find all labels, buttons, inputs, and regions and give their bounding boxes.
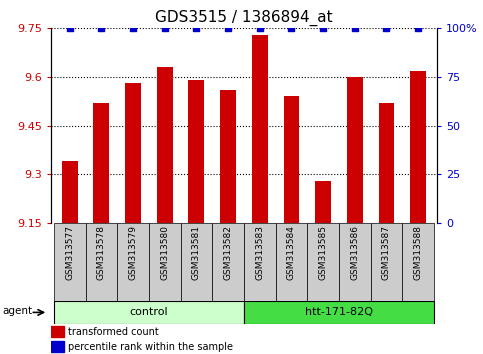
Bar [244, 301, 434, 324]
Bar [85, 223, 117, 301]
Bar [307, 223, 339, 301]
Point [224, 25, 232, 31]
Bar [370, 223, 402, 301]
Text: GSM313581: GSM313581 [192, 225, 201, 280]
Point [256, 25, 264, 31]
Bar [54, 223, 85, 301]
Bar [402, 223, 434, 301]
Text: GSM313585: GSM313585 [319, 225, 327, 280]
Text: GSM313588: GSM313588 [413, 225, 423, 280]
Text: GSM313578: GSM313578 [97, 225, 106, 280]
Text: control: control [129, 307, 168, 318]
Bar [339, 223, 370, 301]
Text: GSM313583: GSM313583 [255, 225, 264, 280]
Text: percentile rank within the sample: percentile rank within the sample [68, 342, 233, 352]
Point [129, 25, 137, 31]
Bar [157, 67, 172, 223]
Bar [220, 90, 236, 223]
Bar [347, 77, 363, 223]
Point [319, 25, 327, 31]
Text: GSM313584: GSM313584 [287, 225, 296, 280]
Title: GDS3515 / 1386894_at: GDS3515 / 1386894_at [155, 9, 333, 25]
Text: agent: agent [2, 306, 33, 316]
Point [383, 25, 390, 31]
Bar [54, 301, 244, 324]
Text: GSM313586: GSM313586 [350, 225, 359, 280]
Point [161, 25, 169, 31]
Bar [149, 223, 181, 301]
Bar [125, 84, 141, 223]
Bar [117, 223, 149, 301]
Point [287, 25, 295, 31]
Bar [51, 341, 64, 353]
Point [66, 25, 73, 31]
Bar [284, 97, 299, 223]
Text: transformed count: transformed count [68, 327, 159, 337]
Point [351, 25, 359, 31]
Bar [188, 80, 204, 223]
Bar [51, 326, 64, 337]
Text: GSM313579: GSM313579 [128, 225, 138, 280]
Bar [212, 223, 244, 301]
Bar [276, 223, 307, 301]
Point [98, 25, 105, 31]
Bar [94, 103, 109, 223]
Bar [244, 223, 276, 301]
Text: htt-171-82Q: htt-171-82Q [305, 307, 373, 318]
Bar [379, 103, 394, 223]
Bar [181, 223, 212, 301]
Point [193, 25, 200, 31]
Bar [252, 35, 268, 223]
Text: GSM313577: GSM313577 [65, 225, 74, 280]
Text: GSM313580: GSM313580 [160, 225, 169, 280]
Bar [315, 181, 331, 223]
Text: GSM313582: GSM313582 [224, 225, 233, 280]
Point [414, 25, 422, 31]
Bar [410, 70, 426, 223]
Text: GSM313587: GSM313587 [382, 225, 391, 280]
Bar [62, 161, 78, 223]
